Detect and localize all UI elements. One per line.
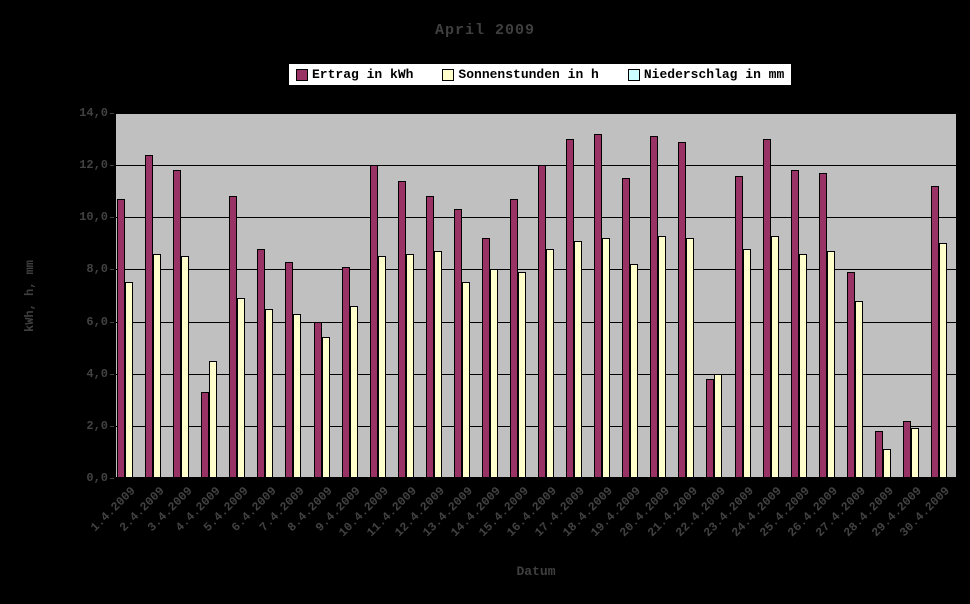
bar: [510, 199, 518, 478]
bar: [293, 314, 301, 478]
bar: [855, 301, 863, 478]
legend-swatch-icon: [296, 68, 308, 81]
y-axis-tick-label: 14,0: [79, 106, 108, 120]
legend-item: Sonnenstunden in h: [442, 67, 599, 82]
bar: [622, 178, 630, 478]
y-axis-tick-mark: [110, 322, 114, 323]
bar: [538, 165, 546, 478]
bar: [630, 264, 638, 478]
bar: [378, 256, 386, 478]
chart-title: April 2009: [434, 22, 535, 39]
bar: [714, 374, 722, 478]
bar: [209, 361, 217, 478]
gridline: [115, 426, 957, 427]
bar: [285, 262, 293, 478]
bar: [490, 269, 498, 478]
x-axis-title: Datum: [516, 564, 556, 579]
bar: [819, 173, 827, 478]
y-axis-tick-label: 0,0: [86, 471, 108, 485]
plot-area: [115, 113, 957, 478]
bar: [911, 428, 919, 478]
bar: [265, 309, 273, 478]
bar: [574, 241, 582, 478]
bar: [735, 176, 743, 478]
bar: [322, 337, 330, 478]
bar: [454, 209, 462, 478]
gridline: [115, 374, 957, 375]
y-axis-tick-label: 2,0: [86, 419, 108, 433]
bar: [658, 236, 666, 478]
bar: [546, 249, 554, 478]
bar: [594, 134, 602, 478]
legend: Ertrag in kWh Sonnenstunden in h Niedersch…: [288, 63, 793, 86]
bar: [706, 379, 714, 478]
bar: [370, 165, 378, 478]
bar: [350, 306, 358, 478]
bar: [791, 170, 799, 478]
gridline: [115, 113, 957, 114]
y-axis-tick-mark: [110, 217, 114, 218]
bar: [827, 251, 835, 478]
bar: [602, 238, 610, 478]
y-axis-tick-mark: [110, 113, 114, 114]
legend-item: Ertrag in kWh: [296, 67, 413, 82]
bar: [799, 254, 807, 478]
bar: [678, 142, 686, 478]
bar: [903, 421, 911, 478]
legend-swatch-icon: [442, 68, 455, 81]
bar: [398, 181, 406, 478]
bar: [257, 249, 265, 478]
bar: [462, 282, 470, 478]
bar: [847, 272, 855, 478]
bar: [482, 238, 490, 478]
y-axis-tick-mark: [110, 478, 114, 479]
bar: [342, 267, 350, 478]
bar: [883, 449, 891, 478]
bar: [686, 238, 694, 478]
bar: [181, 256, 189, 478]
bar: [406, 254, 414, 478]
legend-label: Ertrag in kWh: [312, 67, 414, 82]
y-axis-tick-mark: [110, 269, 114, 270]
legend-label: Niederschlag in mm: [643, 67, 785, 82]
bar: [931, 186, 939, 478]
gridline: [115, 165, 957, 166]
bar: [875, 431, 883, 478]
y-axis-tick-mark: [110, 426, 114, 427]
y-axis-title: kWh, h, mm: [23, 259, 37, 333]
bar: [650, 136, 658, 478]
gridline: [115, 217, 957, 218]
bar: [117, 199, 125, 478]
bar: [125, 282, 133, 478]
bar: [763, 139, 771, 478]
y-axis-tick-label: 10,0: [79, 210, 108, 224]
y-axis-tick-mark: [110, 165, 114, 166]
y-axis-tick-mark: [110, 374, 114, 375]
y-axis-tick-label: 4,0: [86, 367, 108, 381]
bar: [153, 254, 161, 478]
bar: [743, 249, 751, 478]
y-axis-tick-label: 6,0: [86, 315, 108, 329]
legend-label: Sonnenstunden in h: [458, 67, 599, 82]
bar: [939, 243, 947, 478]
bar: [771, 236, 779, 478]
y-axis-tick-label: 8,0: [86, 262, 108, 276]
legend-item: Niederschlag in mm: [627, 67, 785, 82]
bar: [566, 139, 574, 478]
bar: [145, 155, 153, 478]
legend-swatch-icon: [627, 68, 640, 81]
gridline: [115, 269, 957, 270]
gridline: [115, 322, 957, 323]
bar: [237, 298, 245, 478]
y-axis-tick-label: 12,0: [79, 158, 108, 172]
bar: [434, 251, 442, 478]
bar: [426, 196, 434, 478]
bar: [314, 322, 322, 478]
bar: [229, 196, 237, 478]
bar: [518, 272, 526, 478]
bar: [173, 170, 181, 478]
bar: [201, 392, 209, 478]
